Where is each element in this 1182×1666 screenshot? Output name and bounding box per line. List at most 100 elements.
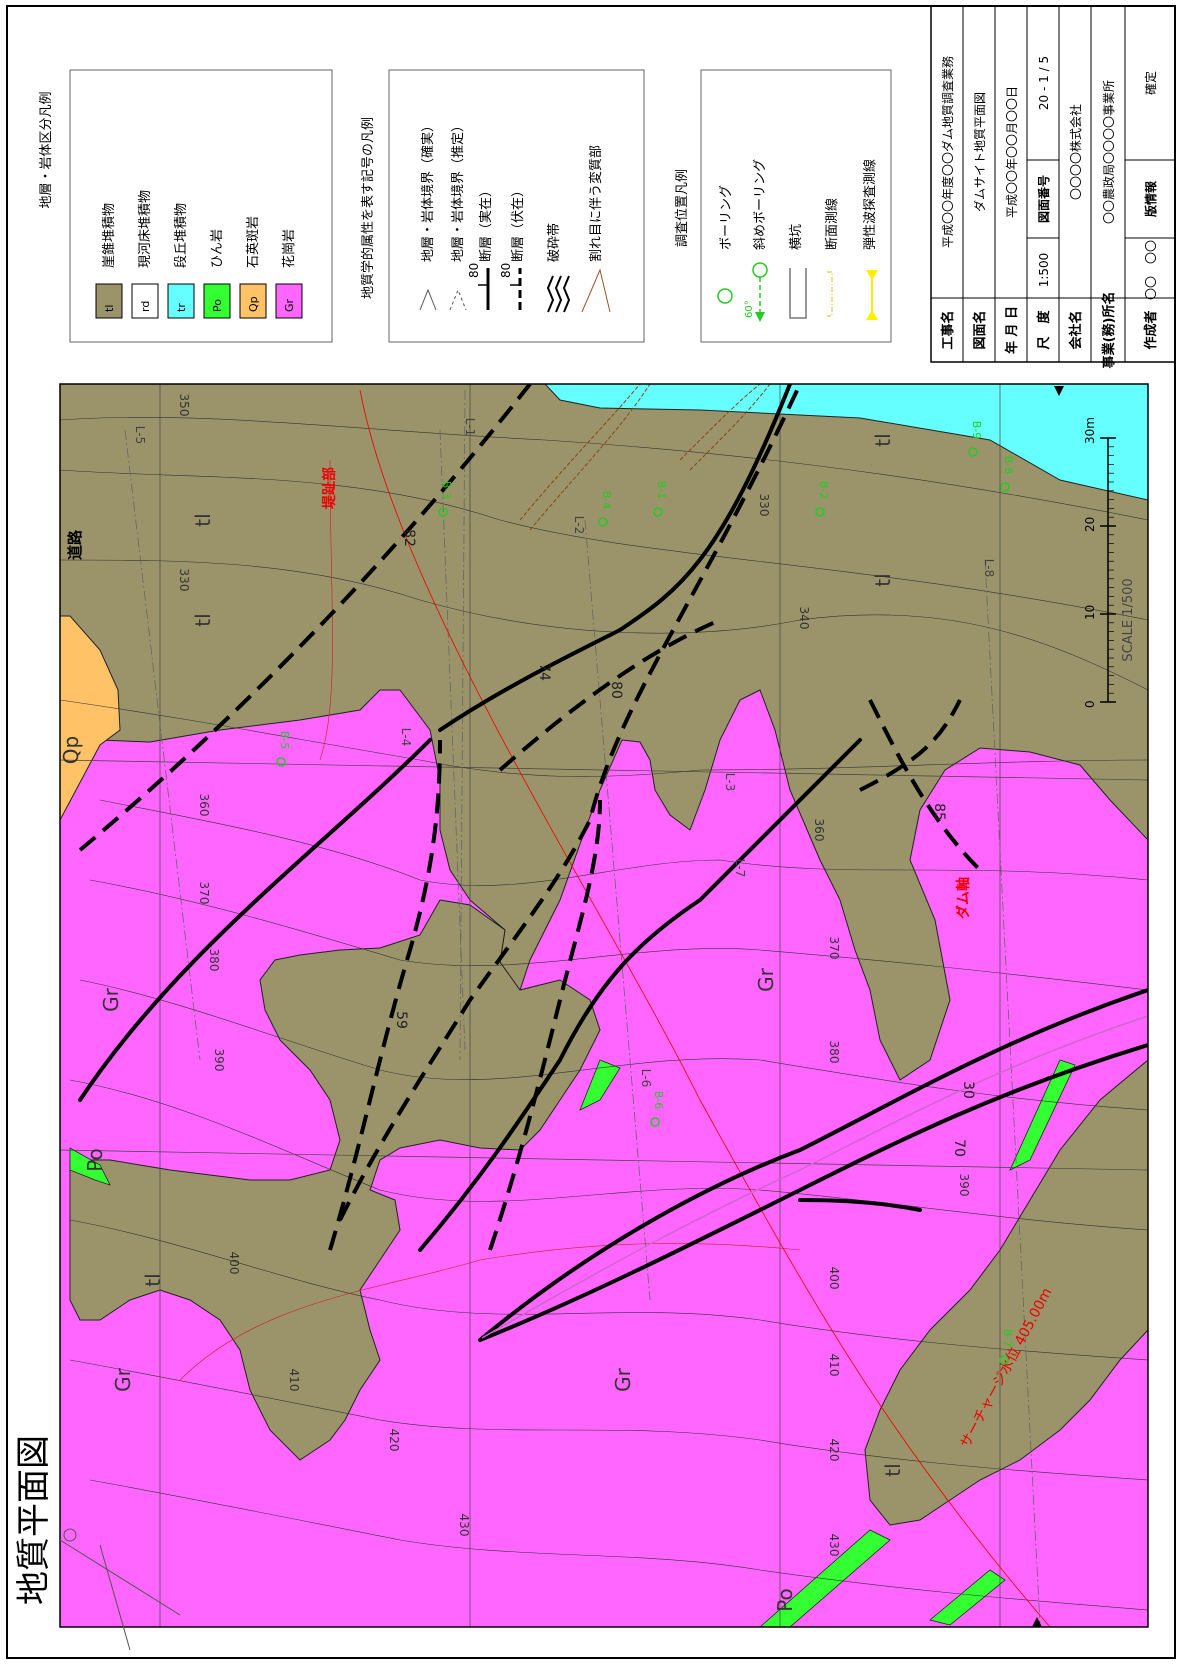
road-label: 道路	[66, 529, 84, 560]
dip-value: 85	[931, 803, 947, 821]
title-block-extra-label: 版情報	[1143, 180, 1158, 217]
contour-label: 370	[197, 882, 211, 905]
legend-symbol-label: 破砕帯	[547, 223, 562, 262]
borehole-label: B-3	[440, 481, 453, 500]
quartz-porphyry-area	[60, 615, 121, 821]
unit-label-tl: tl	[191, 513, 215, 526]
survey-line-label: L-7	[733, 859, 747, 877]
legend-swatch-tl	[95, 283, 123, 319]
legend-symbols-title: 地質学的属性を表す記号の凡例	[360, 117, 376, 299]
faults	[78, 384, 1148, 1342]
legend-boundary-inferred-symbol	[449, 288, 467, 311]
borehole-marker	[276, 757, 286, 767]
legend-survey-box	[700, 69, 892, 343]
survey-line-label: L-1	[463, 418, 477, 436]
borehole-label: B-6	[652, 1091, 665, 1110]
title-block-value: 〇〇農政局〇〇〇〇事業所	[1102, 80, 1116, 224]
borehole-marker	[1000, 482, 1010, 492]
borehole-marker	[598, 517, 608, 527]
dam-axis-line	[359, 389, 1051, 1627]
title-block-label: 年 月 日	[1004, 306, 1020, 354]
borehole-label: B-8	[1002, 456, 1015, 475]
dip-value: 70	[951, 1139, 967, 1157]
title-block-value: 平成〇〇年度〇〇ダム地質調査業務	[940, 56, 955, 248]
contour-label: 410	[287, 1369, 301, 1392]
legend-swatch-code: tl	[103, 305, 116, 312]
legend-swatch-code: tr	[175, 303, 188, 312]
borehole-marker	[438, 507, 448, 517]
legend-symbols-box	[388, 69, 645, 343]
legend-boundary-certain-symbol	[419, 288, 437, 311]
legend-units-box	[69, 69, 333, 343]
terrace-deposit-area	[545, 384, 1148, 500]
crush-zone	[481, 1015, 1148, 1339]
scale-bar-tick-label: 30m	[1083, 417, 1097, 444]
legend-symbol-label: 地層・岩体境界（確実）	[420, 119, 436, 262]
embankment-label: 堤趾部	[321, 467, 338, 509]
unit-label-Po: Po	[773, 1588, 797, 1612]
contour-label: 330	[757, 494, 771, 517]
legend-symbol-label: 地層・岩体境界（推定）	[451, 119, 466, 262]
borehole-label: B-5	[278, 731, 291, 750]
talus-deposit-area	[864, 1059, 1148, 1526]
legend-symbol-label: 断層（伏在）	[511, 184, 526, 262]
legend-symbol-label: 割れ目に伴う変質部	[588, 145, 604, 262]
unit-label-tl: tl	[141, 1273, 165, 1286]
legend-swatch-Qp	[239, 283, 267, 319]
borehole-marker	[815, 507, 825, 517]
unit-label-tl: tl	[881, 1463, 905, 1476]
legend-unit-label: 石英斑岩	[246, 216, 261, 268]
title-block-label: 事業(務)所名	[1101, 292, 1117, 369]
north-arrow-top	[1054, 386, 1064, 396]
borehole-legend-icon	[717, 288, 733, 304]
legend-units-title: 地層・岩体区分凡例	[39, 91, 54, 208]
legend-survey-label: 横坑	[789, 224, 804, 250]
contour-label: 400	[827, 1267, 841, 1290]
scale-bar-tick-label: 10	[1083, 605, 1097, 620]
legend-fault-dip-value: 80	[467, 263, 481, 278]
map-frame	[59, 383, 1149, 1628]
contour-label: 360	[812, 819, 826, 842]
unit-label-tl: tl	[871, 573, 895, 586]
title-block-label: 工事名	[940, 310, 956, 349]
dip-value: 82	[401, 529, 417, 547]
section-lines	[124, 389, 1041, 1626]
title-block-value: 〇〇〇〇株式会社	[1068, 104, 1083, 200]
title-block-extra-value: 20 - 1 / 5	[1037, 56, 1051, 110]
borehole-marker	[968, 447, 978, 457]
concealed-faults	[78, 384, 982, 1251]
scale-bar: 0 10 20 30m SCALE 1/500	[1083, 417, 1136, 708]
legend-survey: 調査位置凡例 60° ボーリング 斜めボーリング 横坑 断面測線 弾性波探査測線	[675, 69, 892, 343]
north-arrow-bottom	[1032, 1617, 1042, 1627]
legend-swatch-code: rd	[139, 301, 152, 312]
legend-swatch-code: Qp	[247, 296, 260, 312]
unit-label-Gr: Gr	[99, 987, 123, 1011]
title-block-label: 図面名	[972, 310, 988, 349]
legend-symbol-label: 断層（実在）	[478, 184, 494, 262]
unit-label-Gr: Gr	[611, 1367, 635, 1391]
unit-label-Po: Po	[83, 1148, 107, 1172]
legend-unit-label: 花崗岩	[281, 229, 297, 268]
legend-fault-concealed-dip-value: 80	[499, 263, 513, 278]
legend-crush-zone-symbol	[546, 275, 571, 313]
legend-survey-label: 断面測線	[824, 198, 840, 250]
borehole-marker	[999, 1355, 1009, 1365]
borehole-label: B-1	[655, 481, 668, 500]
inclined-borehole-arrow	[755, 312, 765, 322]
title-block-value: 1:500	[1037, 253, 1051, 288]
borehole-marker	[650, 1117, 660, 1127]
contour-label: 430	[457, 1514, 471, 1537]
legend-swatch-Po	[203, 283, 231, 319]
legend-unit-label: 崖錐堆積物	[102, 203, 117, 268]
contour-label: 350	[177, 394, 191, 417]
adit-legend-icon	[789, 268, 807, 319]
survey-line-label: L-5	[133, 426, 147, 444]
legend-swatch-rd	[131, 283, 159, 319]
dip-value: 30	[960, 1081, 976, 1099]
scale-bar-label: SCALE 1/500	[1121, 578, 1136, 661]
contour-label: 330	[177, 569, 191, 592]
scale-bar-tick-label: 0	[1083, 700, 1097, 708]
contour-label: 400	[227, 1252, 241, 1275]
